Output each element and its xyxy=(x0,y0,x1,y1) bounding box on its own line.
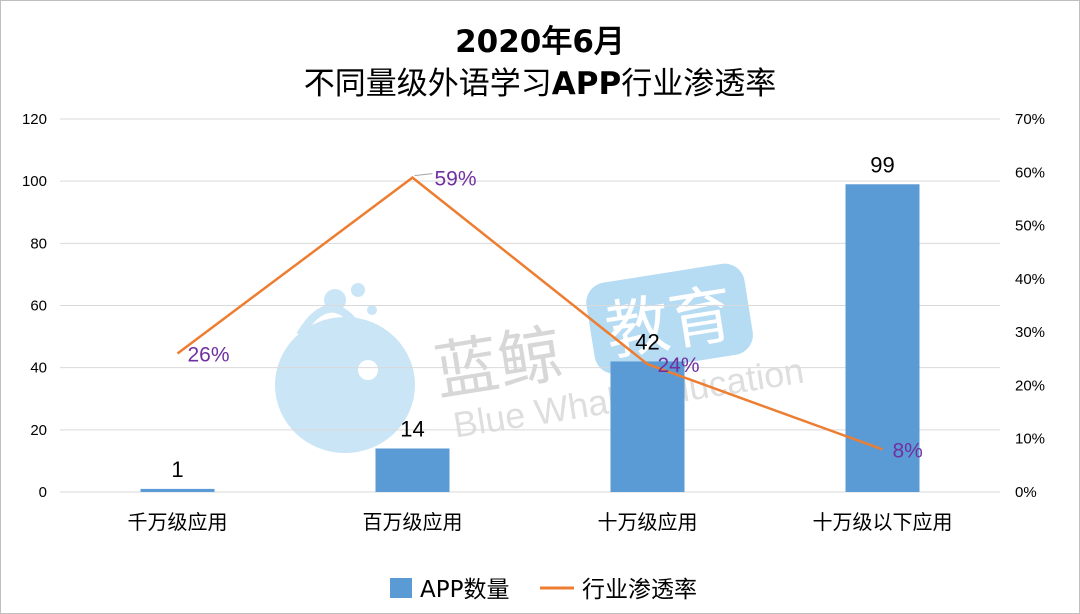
right-tick-label: 0% xyxy=(1015,484,1037,501)
right-tick-label: 30% xyxy=(1015,324,1045,341)
line-path xyxy=(176,176,883,451)
line-series: 26% 59% 24% 8% xyxy=(176,168,923,462)
bar xyxy=(375,448,450,492)
right-tick-label: 20% xyxy=(1015,377,1045,394)
chart-title-line1: 2020年6月 xyxy=(455,24,625,60)
bar xyxy=(140,488,215,492)
category-label: 十万级应用 xyxy=(598,510,698,534)
chart-title-line2-a: 不同量级外语学习 xyxy=(304,66,552,102)
left-tick-label: 60 xyxy=(30,298,47,315)
bar-data-label: 14 xyxy=(400,416,424,441)
bar-data-label: 1 xyxy=(171,457,183,482)
left-tick-label: 120 xyxy=(22,111,47,128)
watermark: 蓝鲸 教育 Blue Whale Education xyxy=(275,263,807,453)
left-axis: 0 20 40 60 80 100 120 xyxy=(22,111,47,501)
left-tick-label: 40 xyxy=(30,360,47,377)
left-tick-label: 80 xyxy=(30,235,47,252)
category-label: 千万级应用 xyxy=(128,510,228,534)
chart-title-line2-c: 行业渗透率 xyxy=(621,66,776,102)
line-data-label: 26% xyxy=(188,343,230,366)
line-data-label: 24% xyxy=(658,354,700,377)
line-data-label: 59% xyxy=(435,168,477,191)
leader-line xyxy=(414,173,433,177)
bar-series: 1 14 42 99 xyxy=(140,152,920,492)
bar-data-label: 99 xyxy=(870,152,894,177)
left-tick-label: 0 xyxy=(39,484,47,501)
right-tick-label: 70% xyxy=(1015,111,1045,128)
right-tick-label: 50% xyxy=(1015,218,1045,235)
bar xyxy=(610,361,685,492)
category-axis: 千万级应用 百万级应用 十万级应用 十万级以下应用 xyxy=(128,510,953,534)
gridlines xyxy=(60,118,1000,493)
chart-title-line2: 不同量级外语学习APP行业渗透率 xyxy=(304,66,776,102)
legend-bar-label: APP数量 xyxy=(420,577,509,603)
whale-logo-icon xyxy=(275,283,415,453)
bar-data-label: 42 xyxy=(635,329,659,354)
right-tick-label: 10% xyxy=(1015,431,1045,448)
right-tick-label: 40% xyxy=(1015,271,1045,288)
right-tick-label: 60% xyxy=(1015,164,1045,181)
watermark-badge xyxy=(586,263,753,374)
chart-title-line2-b: APP xyxy=(552,66,621,102)
legend: APP数量 行业渗透率 xyxy=(390,577,697,603)
legend-line-label: 行业渗透率 xyxy=(582,577,697,603)
right-axis: 0% 10% 20% 30% 40% 50% 60% 70% xyxy=(1015,111,1045,501)
category-label: 十万级以下应用 xyxy=(813,510,953,534)
left-tick-label: 100 xyxy=(22,173,47,190)
legend-bar-swatch xyxy=(390,578,412,598)
line-data-label: 8% xyxy=(893,439,923,462)
category-label: 百万级应用 xyxy=(363,510,463,534)
left-tick-label: 20 xyxy=(30,422,47,439)
